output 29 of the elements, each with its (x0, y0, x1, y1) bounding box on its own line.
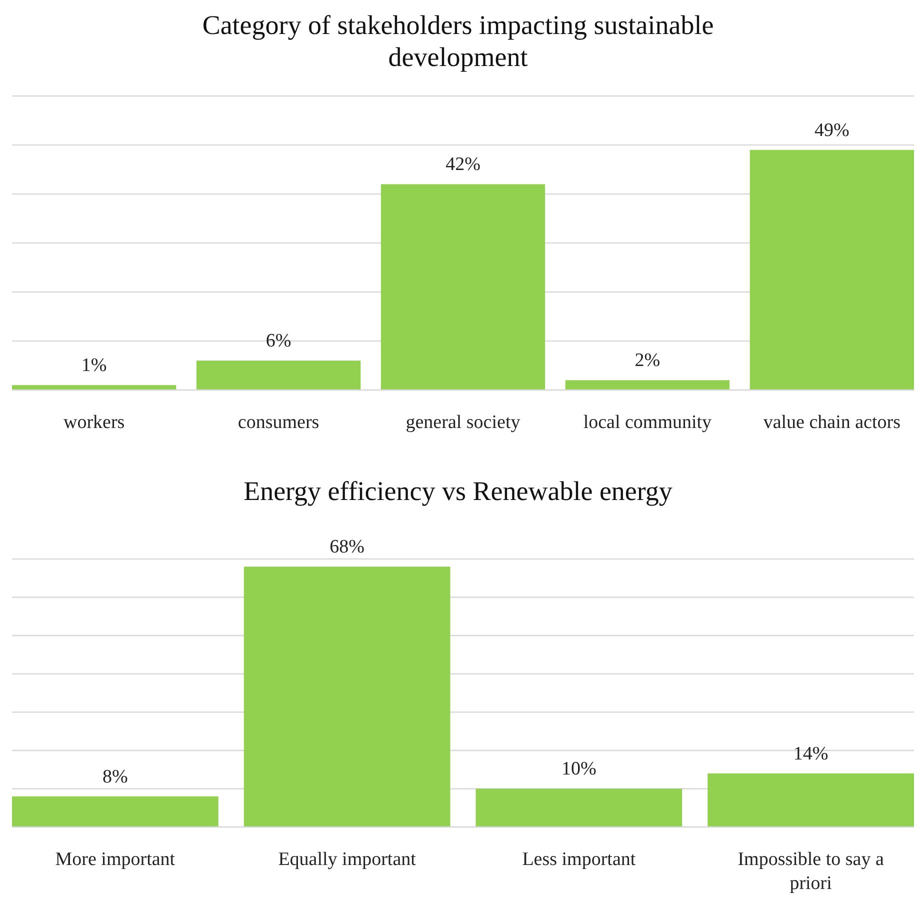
x-tick-label: workers (63, 412, 125, 433)
data-label: 14% (793, 743, 828, 764)
x-tick-label: general society (406, 412, 521, 433)
bar (750, 150, 914, 390)
bar (12, 796, 218, 827)
bar (565, 380, 730, 390)
bar (380, 184, 546, 390)
data-label: 42% (446, 154, 481, 176)
chart-title: Energy efficiency vs Renewable energy (244, 476, 673, 506)
data-label: 2% (634, 350, 660, 372)
data-label: 10% (562, 758, 597, 780)
x-tick-label: Impossible to say a priori (738, 849, 884, 894)
x-tick-label: More important (55, 849, 176, 870)
bar (12, 385, 176, 390)
bar (708, 773, 914, 827)
data-label: 68% (330, 536, 365, 558)
x-tick-label: Less important (522, 849, 636, 870)
data-label: 49% (814, 120, 850, 141)
x-tick-label: local community (583, 412, 712, 433)
bar (244, 566, 450, 827)
data-label: 6% (266, 330, 292, 352)
x-tick-label: value chain actors (763, 412, 900, 433)
chart-title: Category of stakeholders impacting sustainable development (202, 10, 714, 72)
bar (196, 360, 361, 390)
x-tick-label: Equally important (278, 849, 417, 870)
data-label: 8% (102, 766, 128, 788)
bar (476, 788, 682, 827)
data-label: 1% (81, 355, 107, 376)
x-tick-label: consumers (238, 412, 320, 433)
